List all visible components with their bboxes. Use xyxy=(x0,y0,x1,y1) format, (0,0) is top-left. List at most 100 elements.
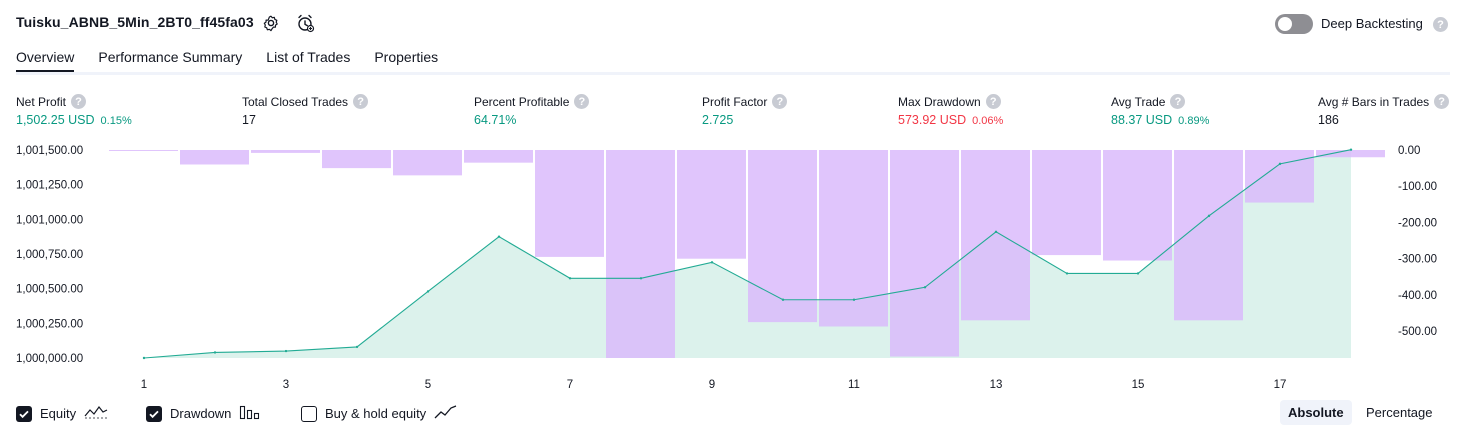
drawdown-bar xyxy=(1032,150,1101,256)
tab-list-of-trades[interactable]: List of Trades xyxy=(266,49,351,65)
drawdown-bar xyxy=(961,150,1030,321)
metric-value: 1,502.25 USD xyxy=(16,113,95,127)
metric-avg-trade: Avg Trade? 88.37 USD 0.89% xyxy=(1111,94,1209,127)
drawdown-bar xyxy=(890,150,959,357)
x-axis-tick-label: 15 xyxy=(1132,379,1145,391)
equity-point xyxy=(710,261,714,264)
info-icon[interactable]: ? xyxy=(574,94,590,109)
metric-total-closed-trades: Total Closed Trades? 17 xyxy=(242,94,369,127)
right-axis-tick-label: -300.00 xyxy=(1398,254,1437,266)
metric-value: 64.71% xyxy=(474,113,517,127)
left-axis-tick-label: 1,000,000.00 xyxy=(16,353,83,365)
info-icon[interactable]: ? xyxy=(353,94,369,109)
absolute-button[interactable]: Absolute xyxy=(1280,400,1352,425)
equity-checkbox[interactable] xyxy=(16,405,32,422)
equity-line xyxy=(143,149,1352,359)
x-axis-tick-label: 13 xyxy=(990,379,1003,391)
metric-value: 573.92 USD xyxy=(898,113,967,127)
metric-label: Percent Profitable xyxy=(474,94,570,109)
right-axis-tick-label: -100.00 xyxy=(1398,181,1437,193)
legend-label: Drawdown xyxy=(170,406,232,421)
equity-point xyxy=(923,286,927,289)
metric-value: 88.37 USD xyxy=(1111,113,1173,127)
tab-overview[interactable]: Overview xyxy=(16,49,75,73)
metric-label: Avg # Bars in Trades xyxy=(1318,94,1430,109)
drawdown-bar xyxy=(819,150,888,327)
info-icon[interactable]: ? xyxy=(71,94,87,109)
x-axis-tick-label: 11 xyxy=(848,379,860,391)
legend-equity[interactable]: Equity xyxy=(16,404,108,423)
drawdown-bar xyxy=(322,150,391,169)
x-axis-tick-label: 1 xyxy=(141,379,147,391)
metric-percent: 0.89% xyxy=(1178,115,1210,127)
deep-backtesting-label: Deep Backtesting xyxy=(1321,16,1423,31)
metric-label: Net Profit xyxy=(16,94,67,109)
x-axis-tick-label: 3 xyxy=(283,379,289,391)
legend-buy-hold-equity[interactable]: Buy & hold equity xyxy=(301,404,458,423)
metric-value: 2.725 xyxy=(702,113,734,127)
drawdown-bars-icon xyxy=(239,404,261,423)
metric-profit-factor: Profit Factor? 2.725 xyxy=(702,94,788,127)
drawdown-bar xyxy=(251,150,320,153)
drawdown-bar xyxy=(180,150,249,165)
strategy-title: Tuisku_ABNB_5Min_2BT0_ff45fa03 xyxy=(16,14,254,30)
drawdown-bar xyxy=(464,150,533,163)
drawdown-bar xyxy=(606,150,675,358)
legend-drawdown[interactable]: Drawdown xyxy=(146,404,261,423)
metric-label: Max Drawdown xyxy=(898,94,981,109)
equity-point xyxy=(994,230,998,234)
equity-point xyxy=(426,290,430,293)
equity-area xyxy=(144,149,1351,358)
x-axis-tick-label: 9 xyxy=(709,379,715,391)
x-axis-tick-label: 17 xyxy=(1274,379,1287,391)
equity-point xyxy=(568,277,572,280)
equity-line-icon xyxy=(84,404,108,423)
x-axis-tick-label: 5 xyxy=(425,379,431,391)
equity-point xyxy=(1349,148,1353,151)
equity-point xyxy=(1207,214,1211,218)
equity-point xyxy=(142,356,146,360)
tab-performance-summary[interactable]: Performance Summary xyxy=(98,49,243,65)
left-axis-tick-label: 1,001,000.00 xyxy=(16,214,83,226)
alarm-clock-icon[interactable] xyxy=(295,13,315,33)
left-axis-tick-label: 1,000,750.00 xyxy=(16,249,83,261)
drawdown-bar xyxy=(535,150,604,257)
info-icon[interactable]: ? xyxy=(772,94,788,109)
drawdown-checkbox[interactable] xyxy=(146,405,162,422)
metric-avg-bars-in-trades: Avg # Bars in Trades? 186 xyxy=(1318,94,1450,127)
left-axis-tick-label: 1,000,250.00 xyxy=(16,318,83,330)
percentage-button[interactable]: Percentage xyxy=(1366,405,1433,420)
right-axis-tick-label: 0.00 xyxy=(1398,145,1420,157)
metric-max-drawdown: Max Drawdown? 573.92 USD 0.06% xyxy=(898,94,1003,127)
info-icon[interactable]: ? xyxy=(1170,94,1186,109)
left-axis-tick-label: 1,001,500.00 xyxy=(16,145,83,157)
drawdown-bar xyxy=(393,150,462,176)
equity-point xyxy=(355,345,359,349)
right-axis-tick-label: -200.00 xyxy=(1398,217,1437,229)
equity-point xyxy=(213,351,217,354)
metric-net-profit: Net Profit? 1,502.25 USD 0.15% xyxy=(16,94,132,127)
deep-backtesting-toggle[interactable] xyxy=(1275,14,1313,34)
metric-label: Profit Factor xyxy=(702,94,768,109)
drawdown-bar xyxy=(109,150,178,151)
drawdown-bar xyxy=(1245,150,1314,203)
equity-point xyxy=(497,235,501,238)
settings-gear-icon[interactable] xyxy=(261,13,281,33)
drawdown-bar xyxy=(748,150,817,323)
equity-point xyxy=(1278,162,1282,166)
metric-label: Avg Trade xyxy=(1111,94,1166,109)
equity-drawdown-chart[interactable]: 1,001,500.00 1,001,250.00 1,001,000.00 1,00… xyxy=(0,140,1466,395)
buy-hold-checkbox[interactable] xyxy=(301,405,317,422)
equity-point xyxy=(639,277,643,280)
tab-divider xyxy=(16,72,1450,75)
toggle-knob xyxy=(1278,17,1292,31)
info-icon[interactable]: ? xyxy=(1434,94,1450,109)
legend-label: Equity xyxy=(40,406,77,421)
deep-backtesting-help-icon[interactable]: ? xyxy=(1433,17,1448,32)
buy-hold-line-icon xyxy=(434,404,458,423)
tab-bar: Overview Performance Summary List of Tra… xyxy=(16,49,438,73)
equity-point xyxy=(781,298,785,301)
tab-properties[interactable]: Properties xyxy=(374,49,439,65)
info-icon[interactable]: ? xyxy=(985,94,1001,109)
metric-percent: 0.06% xyxy=(972,115,1004,127)
